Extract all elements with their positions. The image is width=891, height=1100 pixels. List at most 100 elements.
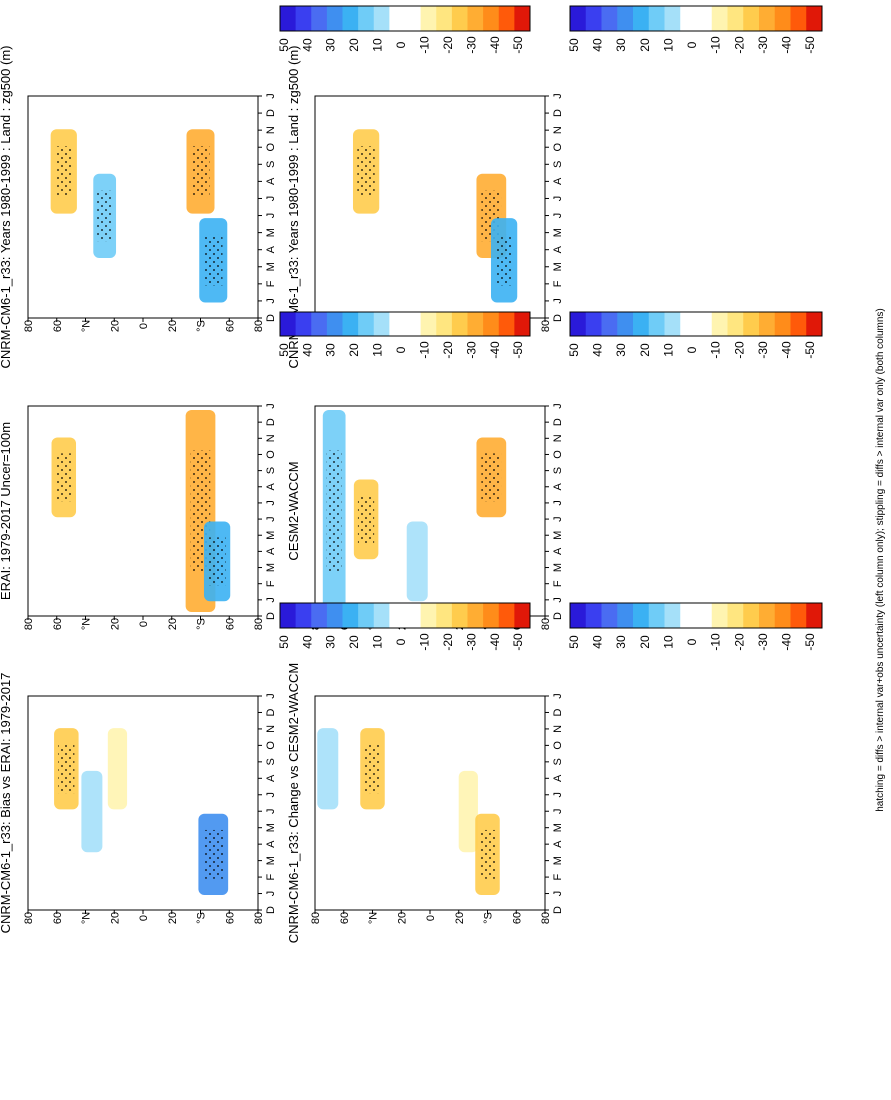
colorbar-tick-label: 30: [324, 343, 338, 357]
stippling: [55, 453, 72, 502]
colorbar-tick-label: -20: [732, 633, 746, 651]
month-tick-label: J: [265, 693, 277, 699]
lat-tick-label: 60: [224, 618, 236, 630]
colorbar-tick-label: -30: [756, 36, 770, 54]
colorbar-swatch: [570, 6, 587, 31]
colorbar-swatch: [311, 312, 328, 336]
colorbar-tick-label: -40: [488, 633, 502, 651]
colorbar-swatch: [680, 6, 697, 31]
month-tick-label: D: [265, 906, 277, 914]
month-tick-label: S: [552, 161, 564, 168]
colorbar-swatch: [601, 6, 618, 31]
lat-tick-label: °N: [81, 618, 93, 630]
month-tick-label: J: [552, 403, 564, 409]
lat-tick-label: 80: [253, 320, 265, 332]
colorbar-tick-label: 50: [277, 635, 291, 649]
heatmap-cell: [406, 521, 428, 602]
lat-tick-label: 80: [23, 618, 35, 630]
colorbar-swatch: [467, 6, 484, 31]
colorbar-swatch: [358, 603, 375, 628]
colorbar-border: [279, 5, 531, 32]
month-tick-label: J: [265, 597, 277, 603]
month-tick-label: M: [552, 823, 564, 832]
lat-tick-label: 20: [109, 912, 121, 924]
month-tick-label: A: [265, 245, 277, 253]
month-tick-label: A: [265, 177, 277, 185]
lat-tick-label: 80: [310, 912, 322, 924]
month-tick-label: J: [265, 516, 277, 522]
colorbar-tick-label: -50: [511, 341, 525, 359]
colorbar-tick-label: 20: [347, 343, 361, 357]
colorbar-swatch: [295, 312, 312, 336]
heatmap-cell: [317, 728, 339, 810]
month-tick-label: M: [265, 262, 277, 271]
month-tick-label: J: [265, 792, 277, 798]
colorbar-swatch: [759, 603, 776, 628]
month-tick-label: A: [552, 245, 564, 253]
month-tick-label: O: [265, 741, 277, 750]
colorbar-swatch: [389, 312, 406, 336]
month-tick-label: O: [265, 450, 277, 459]
colorbar-tick-label: 10: [661, 343, 675, 357]
colorbar-swatch: [633, 312, 650, 336]
month-tick-label: S: [265, 467, 277, 474]
colorbar-swatch: [326, 603, 343, 628]
month-tick-label: D: [265, 109, 277, 117]
month-tick-label: S: [265, 758, 277, 765]
month-tick-label: M: [552, 262, 564, 271]
month-tick-label: N: [552, 725, 564, 733]
month-tick-label: S: [552, 467, 564, 474]
stippling: [191, 146, 210, 197]
panel-title: CNRM-CM6-1_r33: Years 1980-1999 : Land :…: [286, 46, 301, 369]
colorbar-swatch: [342, 6, 359, 31]
colorbar-swatch: [743, 312, 760, 336]
panel-title: CNRM-CM6-1_r33: Bias vs ERAI: 1979-2017: [0, 673, 13, 934]
month-tick-label: A: [552, 177, 564, 185]
lat-tick-label: 20: [454, 912, 466, 924]
lat-tick-label: °S: [196, 320, 208, 332]
colorbar-tick-label: -30: [756, 633, 770, 651]
colorbar-tick-label: 10: [661, 635, 675, 649]
lat-tick-label: 20: [167, 618, 179, 630]
colorbar-tick-label: -50: [803, 341, 817, 359]
colorbar-swatch: [696, 603, 713, 628]
colorbar-tick-label: 0: [394, 346, 408, 353]
heatmap-cell: [81, 770, 103, 853]
colorbar-border: [569, 311, 823, 337]
colorbar-swatch: [601, 312, 618, 336]
colorbar: 50 40 30 20 10 0 -10 -20 -30 -40 -50: [277, 311, 531, 359]
colorbar-swatch: [483, 312, 500, 336]
month-tick-label: M: [552, 531, 564, 540]
colorbar: 50 40 30 20 10 0 -10 -20 -30 -40 -50: [567, 5, 823, 54]
colorbar-swatch: [514, 603, 531, 628]
colorbar-tick-label: 0: [685, 638, 699, 645]
colorbar-tick-label: -30: [464, 341, 478, 359]
lat-tick-label: °S: [196, 618, 208, 630]
colorbar-tick-label: -30: [756, 341, 770, 359]
month-tick-label: J: [552, 597, 564, 603]
colorbar-tick-label: 50: [567, 38, 581, 52]
month-tick-label: A: [265, 840, 277, 848]
colorbar-tick-label: 20: [638, 38, 652, 52]
lat-tick-label: 80: [540, 320, 552, 332]
colorbar-swatch: [342, 312, 359, 336]
month-tick-label: S: [265, 161, 277, 168]
lat-tick-label: 80: [253, 618, 265, 630]
colorbar-swatch: [601, 603, 618, 628]
colorbar-tick-label: -50: [803, 36, 817, 54]
month-tick-label: O: [265, 143, 277, 152]
month-tick-label: M: [552, 563, 564, 572]
colorbar-swatch: [280, 6, 297, 31]
colorbar-tick-label: 50: [277, 343, 291, 357]
month-tick-label: A: [265, 482, 277, 490]
month-tick-label: M: [552, 856, 564, 865]
stippling: [208, 537, 226, 586]
month-tick-label: A: [265, 774, 277, 782]
colorbar-swatch: [806, 6, 823, 31]
month-tick-label: F: [265, 580, 277, 587]
colorbar-tick-label: 30: [614, 635, 628, 649]
month-tick-label: D: [552, 906, 564, 914]
colorbar-tick-label: 40: [300, 38, 314, 52]
colorbar-tick-label: 10: [371, 635, 385, 649]
